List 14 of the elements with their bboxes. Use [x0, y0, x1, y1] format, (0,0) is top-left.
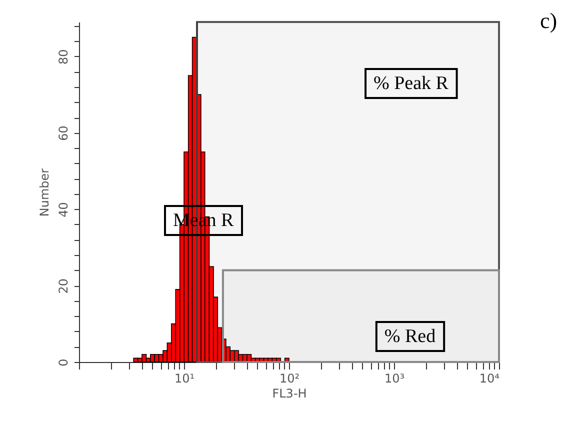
- x-tick-label: 10²: [279, 372, 300, 386]
- x-tick-label: 10³: [384, 372, 405, 386]
- x-tick-label: 10¹: [174, 372, 195, 386]
- x-tick-label: 10⁴: [479, 372, 500, 386]
- text: c): [540, 8, 558, 34]
- band-label: % Peak R: [374, 73, 449, 94]
- y-tick-label: 40: [56, 202, 70, 218]
- y-tick-label: 0: [56, 358, 70, 366]
- band-label: % Red: [384, 326, 436, 347]
- y-axis-title: Number: [38, 168, 52, 217]
- y-tick-label: 80: [56, 49, 70, 65]
- y-tick-label: 20: [56, 278, 70, 294]
- y-tick-label: 60: [56, 126, 70, 141]
- x-axis-title: FL3-H: [272, 386, 307, 400]
